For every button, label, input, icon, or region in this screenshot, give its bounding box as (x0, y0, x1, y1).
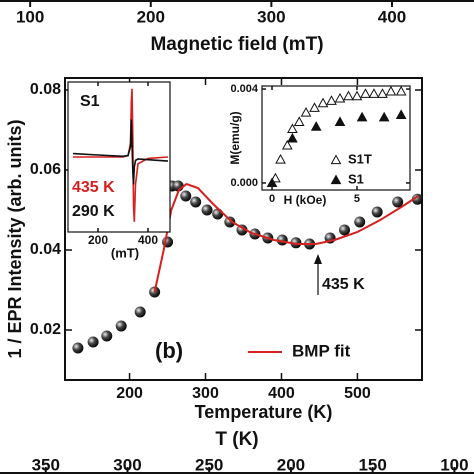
data-point (378, 111, 390, 122)
data-point (190, 196, 202, 208)
y-tick-label: 0.08 (30, 81, 61, 98)
x-tick-label: 300 (257, 7, 285, 26)
plot-frame (261, 85, 411, 191)
data-point (224, 216, 236, 228)
data-point (101, 330, 113, 342)
x-tick-label: 200 (88, 233, 108, 247)
data-point (351, 90, 363, 101)
x-tick-label: 200 (277, 455, 305, 474)
data-point (317, 97, 329, 108)
x-tick-label: 100 (16, 7, 44, 26)
x-tick-label: 400 (138, 233, 158, 247)
x-tick-label: 200 (116, 385, 143, 402)
x-tick-label: 350 (32, 455, 60, 474)
legend-label: S1T (348, 151, 372, 166)
x-tick-label: 300 (192, 385, 219, 402)
data-point (281, 139, 293, 150)
data-point (201, 204, 213, 216)
x-axis-label: H (kOe) (284, 193, 327, 207)
x-axis-label: Temperature (K) (195, 402, 333, 422)
data-point (290, 237, 302, 249)
data-line (153, 182, 419, 293)
annotation: (b) (155, 338, 183, 363)
y-tick-label: 0.06 (30, 161, 61, 178)
annotation-arrowhead (314, 254, 322, 264)
data-point (371, 206, 383, 218)
data-point (392, 196, 404, 208)
data-point (87, 336, 99, 348)
x-tick-label: 500 (344, 385, 371, 402)
x-tick-label: 400 (268, 385, 295, 402)
y-tick-label: 0.004 (230, 83, 258, 95)
plot: 0 5 0.000 0.004 H (kOe) M(emu/g) (228, 83, 411, 207)
data-point (275, 153, 286, 164)
axis-label: Magnetic field (mT) (150, 34, 323, 55)
data-point (354, 216, 366, 228)
data-point (339, 224, 351, 236)
data-point (326, 95, 337, 105)
data-point (115, 320, 127, 332)
data-point (356, 111, 368, 122)
legend-label: 290 K (72, 203, 115, 220)
data-point (287, 123, 298, 134)
axis-label: T (K) (215, 429, 258, 450)
data-line (72, 119, 169, 185)
data-point (395, 85, 407, 96)
data-point (385, 85, 397, 96)
data-point (360, 88, 371, 98)
data-point (334, 116, 346, 127)
data-point (300, 106, 312, 117)
data-point (334, 92, 346, 103)
data-point (293, 116, 305, 127)
legend-label: BMP fit (292, 341, 351, 360)
data-point (368, 88, 380, 98)
legend-swatch (330, 174, 342, 185)
x-tick-label: 250 (195, 455, 223, 474)
data-point (180, 190, 192, 202)
x-tick-label: 5 (354, 193, 360, 205)
annotation: 435 K (322, 276, 365, 293)
legend-label: S1 (348, 171, 364, 186)
y-tick-label: 0.02 (30, 321, 61, 338)
x-tick-label: 200 (137, 7, 165, 26)
data-point (266, 177, 278, 188)
x-tick-label: 400 (378, 7, 406, 26)
data-point (310, 121, 322, 131)
x-axis-label: (mT) (111, 245, 139, 260)
x-tick-label: 0 (269, 193, 275, 205)
data-point (134, 306, 146, 318)
inset-title: S1 (80, 93, 100, 110)
data-point (72, 342, 84, 354)
data-point (411, 193, 423, 205)
legend-swatch (330, 154, 342, 165)
y-tick-label: 0.000 (230, 177, 258, 189)
x-tick-label: 100 (440, 455, 468, 474)
x-tick-label: 150 (358, 455, 386, 474)
data-point (395, 109, 407, 119)
data-point (309, 102, 320, 112)
data-point (377, 88, 388, 98)
x-tick-label: 300 (113, 455, 141, 474)
y-axis-label: M(emu/g) (228, 111, 242, 164)
legend-label: 435 K (72, 179, 115, 196)
y-tick-label: 0.04 (30, 241, 61, 258)
data-point (343, 90, 354, 101)
data-point (287, 132, 298, 143)
data-point (236, 224, 248, 236)
y-axis-label: 1 / EPR Intensity (arb. units) (5, 119, 25, 358)
data-point (212, 208, 224, 220)
